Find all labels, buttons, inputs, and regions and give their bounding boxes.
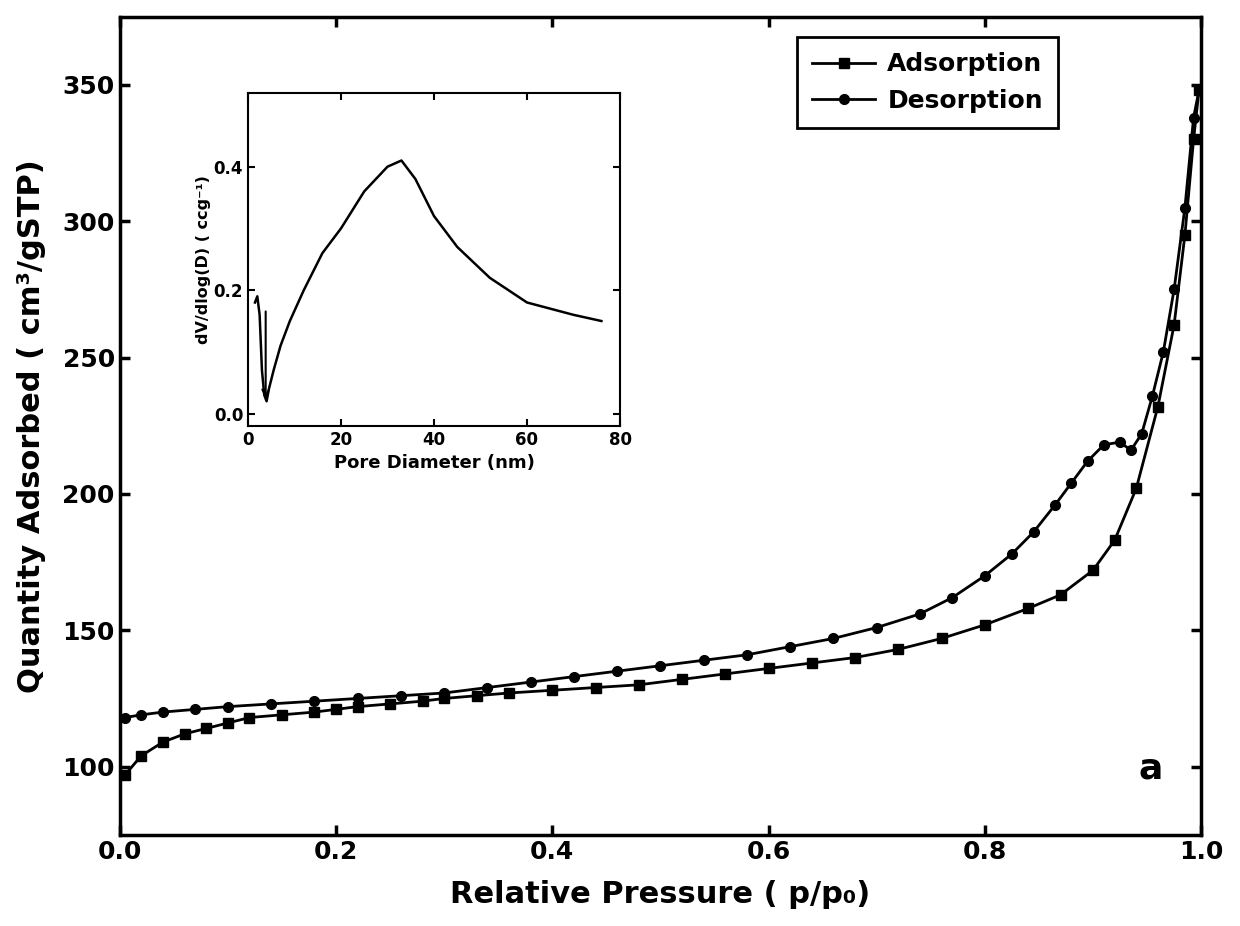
Desorption xyxy=(1192,85,1207,96)
Desorption xyxy=(134,709,149,720)
Adsorption xyxy=(588,682,603,693)
Desorption xyxy=(393,690,408,701)
Desorption xyxy=(610,666,625,677)
Desorption xyxy=(480,682,495,693)
Adsorption xyxy=(221,718,236,729)
Desorption xyxy=(1025,527,1040,538)
Adsorption xyxy=(177,729,192,740)
Desorption xyxy=(1135,429,1149,440)
Desorption xyxy=(221,701,236,712)
Adsorption xyxy=(198,723,213,734)
Adsorption xyxy=(675,674,689,685)
Adsorption xyxy=(1085,565,1100,576)
Adsorption xyxy=(890,644,905,655)
Desorption xyxy=(155,707,170,718)
Desorption xyxy=(1123,444,1138,456)
Adsorption xyxy=(848,652,863,663)
Desorption xyxy=(826,632,841,644)
Desorption xyxy=(1112,436,1127,447)
Desorption xyxy=(913,608,928,619)
Desorption xyxy=(945,592,960,603)
X-axis label: Relative Pressure ( p/p₀): Relative Pressure ( p/p₀) xyxy=(450,881,870,909)
Desorption xyxy=(653,660,668,671)
Desorption xyxy=(1145,390,1159,401)
Text: a: a xyxy=(1138,752,1163,786)
Adsorption xyxy=(329,704,343,715)
Adsorption xyxy=(118,770,133,781)
Desorption xyxy=(1178,202,1193,213)
Desorption xyxy=(696,655,711,666)
Desorption xyxy=(1167,284,1182,295)
Adsorption xyxy=(977,619,992,631)
Adsorption xyxy=(501,687,516,698)
Desorption xyxy=(1004,548,1019,559)
Adsorption xyxy=(242,712,257,723)
Adsorption xyxy=(1151,401,1166,412)
Adsorption xyxy=(155,736,170,747)
Adsorption xyxy=(1021,603,1035,614)
Desorption xyxy=(350,693,365,704)
Legend: Adsorption, Desorption: Adsorption, Desorption xyxy=(797,37,1058,128)
Adsorption xyxy=(274,709,289,720)
Desorption xyxy=(1187,112,1202,123)
Desorption xyxy=(308,695,322,707)
Desorption xyxy=(1096,439,1111,450)
Adsorption xyxy=(383,698,398,709)
Desorption xyxy=(1156,346,1171,357)
Adsorption xyxy=(761,663,776,674)
Desorption xyxy=(1048,499,1063,510)
Adsorption xyxy=(1128,482,1143,494)
Adsorption xyxy=(1107,534,1122,545)
Y-axis label: dV/dlog(D) ( ccg⁻¹): dV/dlog(D) ( ccg⁻¹) xyxy=(196,175,211,344)
Desorption xyxy=(188,704,203,715)
Adsorption xyxy=(805,657,820,669)
Adsorption xyxy=(1192,85,1207,96)
Line: Adsorption: Adsorption xyxy=(120,85,1204,780)
Desorption xyxy=(567,671,582,682)
Desorption xyxy=(264,698,279,709)
Desorption xyxy=(1064,478,1079,489)
Adsorption xyxy=(1178,230,1193,241)
Desorption xyxy=(782,641,797,652)
Adsorption xyxy=(718,669,733,680)
Adsorption xyxy=(134,750,149,761)
Desorption xyxy=(869,622,884,633)
Desorption xyxy=(118,712,133,723)
Desorption xyxy=(1080,456,1095,467)
Adsorption xyxy=(544,684,559,695)
Adsorption xyxy=(1167,319,1182,331)
Desorption xyxy=(739,649,754,660)
Adsorption xyxy=(1187,134,1202,145)
Adsorption xyxy=(1053,589,1068,600)
Adsorption xyxy=(308,707,322,718)
Adsorption xyxy=(350,701,365,712)
Adsorption xyxy=(631,680,646,691)
Line: Desorption: Desorption xyxy=(120,85,1204,722)
Adsorption xyxy=(934,632,949,644)
X-axis label: Pore Diameter (nm): Pore Diameter (nm) xyxy=(334,455,534,472)
Y-axis label: Quantity Adsorbed ( cm³/gSTP): Quantity Adsorbed ( cm³/gSTP) xyxy=(16,159,46,693)
Desorption xyxy=(977,570,992,582)
Adsorption xyxy=(436,693,451,704)
Adsorption xyxy=(415,695,430,707)
Adsorption xyxy=(469,690,484,701)
Desorption xyxy=(436,687,451,698)
Desorption xyxy=(523,677,538,688)
